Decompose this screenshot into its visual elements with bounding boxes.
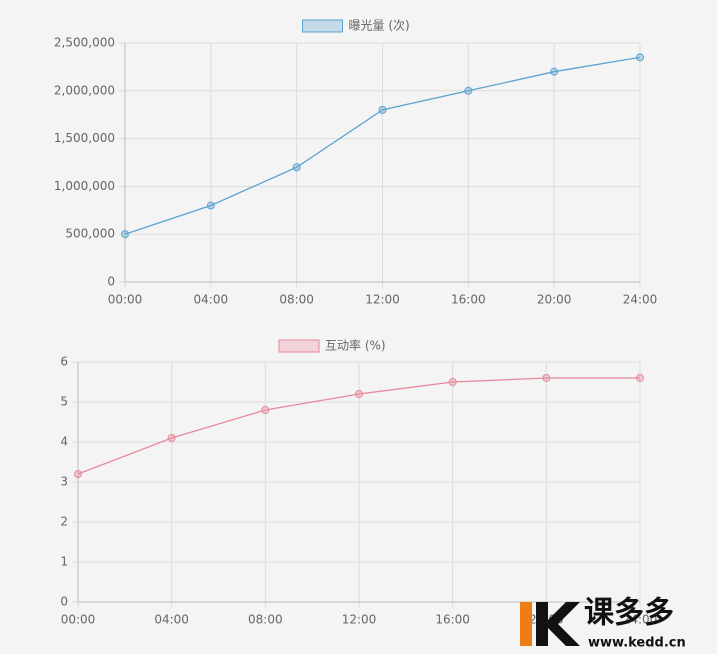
legend-label: 曝光量 (次) — [349, 19, 410, 33]
x-tick-label: 04:00 — [194, 293, 229, 307]
data-point — [636, 53, 644, 62]
x-tick-label: 00:00 — [108, 293, 143, 307]
y-tick-label: 500,000 — [65, 227, 115, 241]
x-tick-label: 12:00 — [342, 613, 377, 627]
x-tick-label: 08:00 — [248, 613, 283, 627]
x-tick-label: 24:00 — [623, 293, 658, 307]
data-point — [292, 163, 301, 172]
data-point — [636, 374, 644, 382]
y-tick-label: 0 — [107, 275, 115, 289]
y-tick-label: 6 — [60, 355, 68, 369]
x-tick-label: 12:00 — [365, 293, 400, 307]
y-tick-label: 1,500,000 — [54, 131, 115, 145]
x-tick-label: 20:00 — [537, 293, 572, 307]
y-tick-label: 0 — [60, 595, 68, 609]
x-tick-label: 04:00 — [154, 613, 189, 627]
data-point — [550, 67, 559, 76]
y-tick-label: 3 — [60, 475, 68, 489]
x-tick-label: 16:00 — [451, 293, 486, 307]
y-tick-label: 2,000,000 — [54, 83, 115, 97]
data-point — [121, 230, 129, 239]
watermark-url: www.kedd.cn — [588, 636, 686, 651]
data-point — [378, 105, 387, 114]
y-tick-label: 5 — [60, 395, 68, 409]
data-point — [261, 406, 270, 414]
logo-k — [536, 602, 580, 646]
y-tick-label: 4 — [60, 435, 68, 449]
legend-label: 互动率 (%) — [325, 338, 386, 353]
x-tick-label: 24:00 — [623, 613, 658, 627]
data-point — [355, 390, 363, 398]
data-point — [74, 470, 82, 478]
series-line — [77, 377, 640, 475]
y-tick-label: 2,500,000 — [54, 36, 115, 50]
data-point — [542, 374, 551, 382]
watermark-brand: 课多多 — [584, 596, 674, 631]
data-point — [464, 86, 473, 95]
data-point — [206, 201, 215, 210]
x-tick-label: 08:00 — [279, 293, 314, 307]
y-tick-label: 1,000,000 — [54, 179, 115, 193]
data-point — [448, 378, 457, 386]
legend-swatch — [302, 19, 343, 33]
y-tick-label: 1 — [60, 555, 68, 569]
x-tick-label: 16:00 — [435, 613, 470, 627]
y-tick-label: 2 — [60, 515, 68, 529]
series-line — [124, 56, 641, 235]
legend-swatch — [278, 339, 320, 353]
watermark: 课多多 www.kedd.cn — [520, 596, 686, 651]
x-tick-label: 00:00 — [61, 613, 96, 627]
logo-bar — [520, 602, 532, 646]
data-point — [167, 434, 176, 442]
